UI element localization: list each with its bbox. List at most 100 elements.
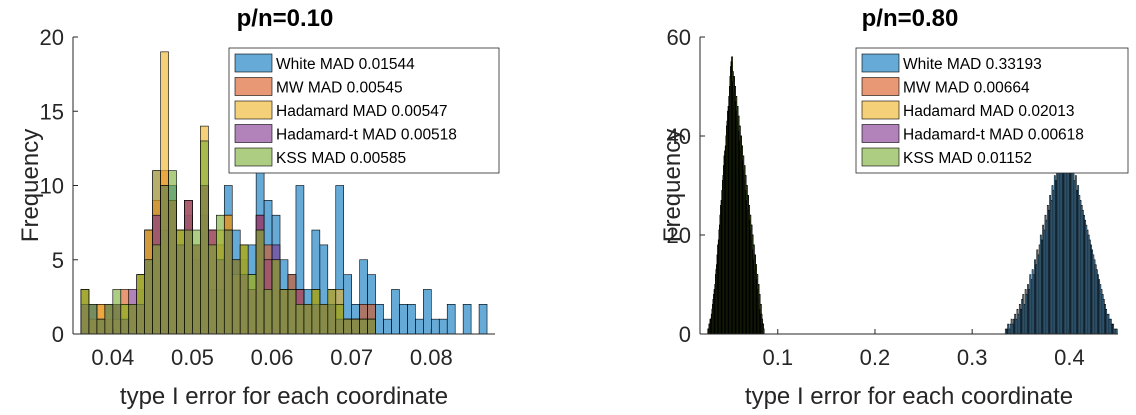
legend-swatch <box>861 124 900 143</box>
x-axis-label: type I error for each coordinate <box>745 383 1073 410</box>
y-axis-label: Frequency <box>659 129 686 242</box>
legend-swatch <box>861 147 900 167</box>
histogram-bar <box>375 303 384 335</box>
histogram-bar <box>399 303 408 335</box>
x-tick-label: 0.04 <box>91 345 134 370</box>
chart-title: p/n=0.80 <box>862 5 959 32</box>
histogram-bar <box>343 318 352 335</box>
histogram-bar <box>255 229 265 335</box>
histogram-bar <box>223 229 233 335</box>
x-axis-label: type I error for each coordinate <box>120 383 448 410</box>
x-tick-label: 0.4 <box>1054 345 1085 370</box>
histogram-bar <box>152 244 161 335</box>
histogram-bar <box>430 318 440 335</box>
legend-swatch <box>861 100 900 120</box>
histogram-bar <box>160 185 169 335</box>
chart-title: p/n=0.10 <box>237 5 334 32</box>
y-tick-label: 0 <box>679 322 691 347</box>
histogram-bar <box>271 259 281 335</box>
legend-swatch <box>234 77 273 96</box>
legend: White MAD 0.01544 MW MAD 0.00545 Hadamard … <box>228 47 500 174</box>
histogram-bar <box>279 289 289 335</box>
histogram-bar <box>192 229 201 335</box>
histogram-bar <box>263 289 273 335</box>
histogram-bar <box>287 289 297 335</box>
histogram-bar <box>80 289 90 335</box>
histogram-bar <box>478 303 488 335</box>
x-tick-label: 0.3 <box>957 345 988 370</box>
histogram-bar <box>216 214 225 335</box>
legend-entry: KSS MAD 0.00585 <box>276 150 406 167</box>
histogram-bar <box>88 303 98 335</box>
legend-entry: White MAD 0.01544 <box>276 56 415 73</box>
histogram-bar <box>231 259 241 335</box>
x-tick-label: 0.06 <box>251 345 294 370</box>
histogram-bar <box>128 303 138 335</box>
legend-box <box>855 47 1129 174</box>
histogram-bar <box>407 303 416 335</box>
histogram-bar <box>239 244 249 335</box>
legend-swatch <box>234 53 273 73</box>
histogram-bar <box>327 289 337 335</box>
histogram-bar <box>168 170 177 335</box>
legend-entry: MW MAD 0.00545 <box>276 80 403 97</box>
y-tick-label: 40 <box>667 124 691 149</box>
histogram-bar <box>112 289 122 335</box>
histogram-bar <box>351 318 360 335</box>
histogram-bar <box>359 318 368 335</box>
legend-entry: Hadamard-t MAD 0.00518 <box>276 127 457 144</box>
histogram-bar <box>176 229 185 335</box>
y-tick-label: 20 <box>667 223 691 248</box>
histogram-bar <box>423 289 432 335</box>
histogram-bar <box>247 274 257 335</box>
histogram-bar <box>438 318 448 335</box>
histogram-bar <box>335 303 345 335</box>
legend-box <box>228 47 500 174</box>
legend: White MAD 0.33193 MW MAD 0.00664 Hadamard … <box>855 47 1129 174</box>
histogram-bar <box>762 328 765 335</box>
histogram-bar <box>1115 328 1118 335</box>
y-tick-label: 15 <box>40 99 64 124</box>
histogram-bar <box>96 318 106 335</box>
panel-right-histogram: 0.1 0.2 0.3 0.4 0 20 40 60 p/n=0.80 type I error … <box>659 5 1129 410</box>
legend-swatch <box>234 124 273 143</box>
x-tick-label: 0.2 <box>860 345 891 370</box>
legend-swatch <box>861 53 900 73</box>
x-tick-label: 0.08 <box>410 345 453 370</box>
histogram-bar <box>104 303 114 335</box>
legend-entry: KSS MAD 0.01152 <box>903 150 1032 167</box>
legend-swatch <box>234 147 273 167</box>
legend-entry: White MAD 0.33193 <box>903 56 1042 73</box>
histogram-bar <box>462 303 472 335</box>
legend-entry: Hadamard MAD 0.00547 <box>276 103 447 120</box>
x-tick-label: 0.05 <box>171 345 214 370</box>
histogram-bar <box>311 289 321 335</box>
legend-swatch <box>861 77 900 96</box>
x-tick-label: 0.1 <box>762 345 793 370</box>
y-tick-label: 60 <box>667 25 691 50</box>
histogram-bar <box>120 303 130 335</box>
y-tick-label: 20 <box>40 25 64 50</box>
histogram-bar <box>208 244 217 335</box>
histogram-bar <box>295 303 305 335</box>
y-tick-label: 10 <box>40 174 64 199</box>
histogram-bar <box>391 289 400 335</box>
series-4 <box>707 56 765 335</box>
histogram-bar <box>136 274 145 335</box>
histogram-bar <box>383 318 392 335</box>
histogram-bar <box>446 303 456 335</box>
x-tick-label: 0.07 <box>330 345 373 370</box>
legend-entry: Hadamard-t MAD 0.00618 <box>903 127 1084 144</box>
histogram-bar <box>319 303 329 335</box>
panel-left-histogram: 0.04 0.05 0.06 0.07 0.08 0 5 10 15 20 p/n=0.10 type… <box>17 5 500 410</box>
legend-swatch <box>234 100 273 120</box>
legend-entry: MW MAD 0.00664 <box>903 80 1030 97</box>
legend-entry: Hadamard MAD 0.02013 <box>903 103 1074 120</box>
histogram-bar <box>303 303 313 335</box>
histogram-bar <box>367 318 376 335</box>
histogram-bar <box>415 318 424 335</box>
histogram-bar <box>144 259 153 335</box>
histogram-bar <box>184 229 193 335</box>
y-axis-label: Frequency <box>17 129 44 242</box>
